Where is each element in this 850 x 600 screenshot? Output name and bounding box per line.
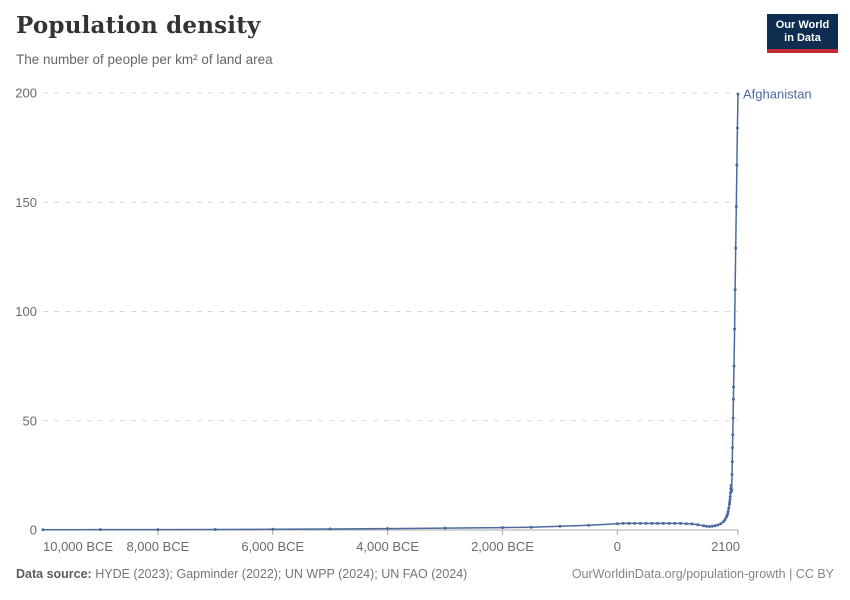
chart-footer: Data source: HYDE (2023); Gapminder (202… bbox=[16, 567, 834, 581]
x-tick-label: 8,000 BCE bbox=[126, 539, 189, 554]
data-point[interactable] bbox=[726, 512, 730, 516]
data-point[interactable] bbox=[735, 126, 739, 130]
data-point[interactable] bbox=[713, 524, 717, 528]
data-point[interactable] bbox=[684, 522, 688, 526]
data-point[interactable] bbox=[661, 521, 665, 525]
data-point[interactable] bbox=[529, 525, 533, 529]
x-tick-label: 2100 bbox=[711, 539, 740, 554]
y-tick-label: 50 bbox=[23, 413, 37, 428]
data-point[interactable] bbox=[727, 506, 731, 510]
y-tick-label: 150 bbox=[15, 195, 37, 210]
x-tick-label: 0 bbox=[614, 539, 621, 554]
data-source-text: HYDE (2023); Gapminder (2022); UN WPP (2… bbox=[91, 567, 468, 581]
data-point[interactable] bbox=[328, 527, 332, 531]
data-point[interactable] bbox=[156, 528, 160, 532]
data-point[interactable] bbox=[731, 416, 735, 420]
data-point[interactable] bbox=[730, 460, 734, 464]
logo-line-2: in Data bbox=[784, 31, 821, 44]
data-point[interactable] bbox=[730, 473, 734, 476]
data-point[interactable] bbox=[501, 526, 504, 530]
data-point[interactable] bbox=[673, 521, 677, 525]
owid-logo[interactable]: Our World in Data bbox=[767, 14, 838, 53]
data-source-note: Data source: HYDE (2023); Gapminder (202… bbox=[16, 567, 467, 581]
data-point[interactable] bbox=[707, 525, 711, 528]
data-point[interactable] bbox=[702, 524, 705, 528]
data-point[interactable] bbox=[587, 523, 591, 527]
chart-subtitle: The number of people per km² of land are… bbox=[16, 52, 273, 67]
data-point[interactable] bbox=[696, 523, 700, 527]
data-point[interactable] bbox=[558, 524, 562, 528]
data-source-label: Data source: bbox=[16, 567, 92, 581]
x-tick-label: 10,000 BCE bbox=[43, 539, 113, 554]
data-point[interactable] bbox=[736, 92, 740, 96]
page-title: Population density bbox=[16, 12, 261, 39]
data-point[interactable] bbox=[644, 521, 648, 525]
y-tick-label: 200 bbox=[15, 86, 37, 101]
data-point[interactable] bbox=[621, 521, 625, 525]
data-point[interactable] bbox=[729, 483, 733, 487]
data-line[interactable] bbox=[42, 93, 739, 531]
owid-citation-link[interactable]: OurWorldinData.org/population-growth | C… bbox=[571, 567, 834, 581]
data-point[interactable] bbox=[731, 397, 735, 401]
data-point[interactable] bbox=[710, 524, 714, 528]
data-point[interactable] bbox=[732, 385, 736, 389]
entity-label[interactable]: Afghanistan bbox=[743, 87, 812, 102]
data-point[interactable] bbox=[679, 521, 683, 525]
data-point[interactable] bbox=[271, 527, 275, 531]
data-point[interactable] bbox=[733, 327, 737, 331]
data-point[interactable] bbox=[615, 522, 619, 526]
data-point[interactable] bbox=[723, 518, 727, 521]
data-point[interactable] bbox=[638, 521, 642, 525]
x-tick-label: 2,000 BCE bbox=[471, 539, 534, 554]
data-point[interactable] bbox=[735, 163, 739, 167]
data-point[interactable] bbox=[734, 246, 738, 250]
data-point[interactable] bbox=[728, 500, 732, 504]
data-point[interactable] bbox=[733, 288, 737, 292]
x-tick-label: 4,000 BCE bbox=[356, 539, 419, 554]
data-point[interactable] bbox=[633, 521, 637, 525]
data-point[interactable] bbox=[690, 522, 694, 526]
data-point[interactable] bbox=[98, 528, 102, 532]
data-point[interactable] bbox=[627, 521, 631, 525]
data-point[interactable] bbox=[667, 521, 671, 525]
data-point[interactable] bbox=[41, 528, 45, 532]
data-point[interactable] bbox=[716, 523, 720, 527]
data-point[interactable] bbox=[656, 521, 660, 525]
data-point[interactable] bbox=[443, 526, 447, 530]
data-point[interactable] bbox=[726, 509, 730, 513]
data-point[interactable] bbox=[719, 522, 723, 526]
data-point[interactable] bbox=[732, 364, 736, 368]
data-point[interactable] bbox=[386, 527, 390, 531]
data-point[interactable] bbox=[731, 433, 735, 437]
data-point[interactable] bbox=[728, 495, 732, 499]
data-point[interactable] bbox=[734, 205, 738, 209]
data-point[interactable] bbox=[728, 498, 732, 502]
data-point[interactable] bbox=[731, 446, 734, 450]
y-tick-label: 100 bbox=[15, 304, 37, 319]
data-point[interactable] bbox=[730, 488, 734, 492]
y-tick-label: 0 bbox=[30, 523, 37, 538]
data-point[interactable] bbox=[650, 521, 654, 525]
logo-line-1: Our World bbox=[775, 18, 830, 31]
data-point[interactable] bbox=[213, 528, 217, 531]
data-point[interactable] bbox=[704, 524, 708, 528]
x-tick-label: 6,000 BCE bbox=[241, 539, 304, 554]
